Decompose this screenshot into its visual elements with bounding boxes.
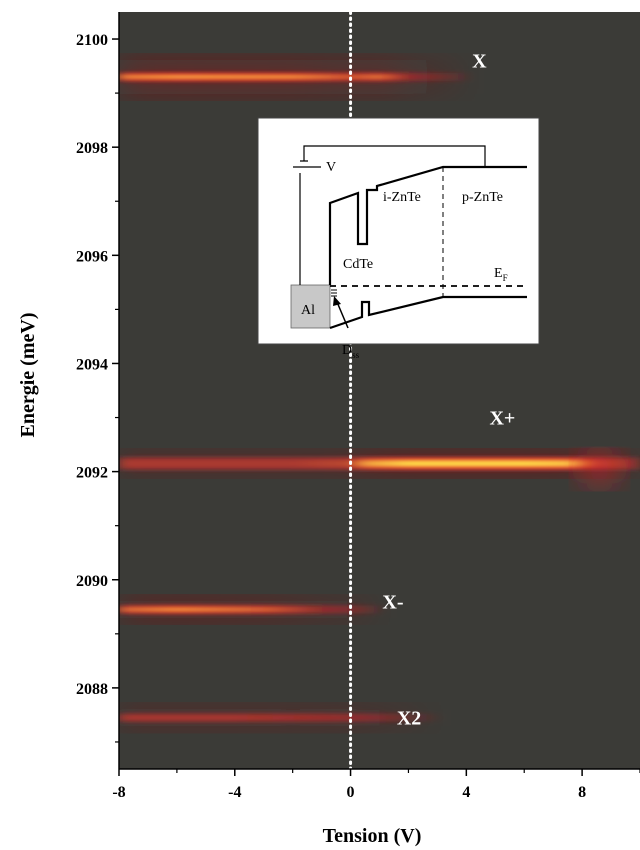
y-tick-label: 2100	[76, 32, 108, 49]
label-ef: EF	[494, 266, 508, 283]
x-tick-label: 8	[578, 784, 586, 801]
x-tick-label: 4	[462, 784, 470, 801]
label-dss-subscript: ss	[352, 350, 360, 360]
x-axis-title: Tension (V)	[323, 825, 422, 847]
x-tick-label: -4	[228, 784, 241, 801]
label-dss: Dss	[342, 343, 360, 360]
label-ef-main: E	[494, 266, 503, 281]
label-i-znte: i-ZnTe	[383, 190, 421, 205]
band-diagram-inset: Al V i-ZnTe p-ZnTe CdTe EF Dss	[257, 117, 540, 360]
dss-arrow	[336, 301, 349, 329]
label-x: X	[472, 51, 487, 73]
label-xminus: X-	[382, 591, 403, 613]
al-contact	[290, 284, 331, 329]
line-xminus-core	[119, 607, 380, 612]
axes: -8 -4 0 4 8 2088 2090 2092 2094 2096 2098 2100	[76, 12, 640, 801]
label-xplus: X+	[489, 408, 515, 430]
y-axis-title: Energie (meV)	[17, 313, 39, 438]
label-x2: X2	[397, 708, 421, 730]
y-tick-label: 2092	[76, 465, 108, 482]
label-p-znte: p-ZnTe	[462, 190, 503, 205]
line-labels: X X+ X- X2	[382, 51, 515, 730]
y-tick-label: 2096	[76, 248, 108, 265]
x-tick-label: 0	[347, 784, 355, 801]
y-tick-label: 2088	[76, 681, 108, 698]
line-xplus-core	[119, 459, 640, 467]
line-x2-core	[119, 715, 438, 720]
line-x-core	[119, 75, 467, 79]
emission-lines	[119, 59, 640, 729]
label-al: Al	[301, 303, 315, 318]
conduction-band	[328, 165, 527, 285]
label-dss-main: D	[342, 343, 352, 358]
y-tick-label: 2090	[76, 573, 108, 590]
label-cdte: CdTe	[343, 257, 373, 272]
dss-arrowhead	[333, 296, 341, 306]
x-tick-label: -8	[112, 784, 125, 801]
y-tick-label: 2094	[76, 356, 108, 373]
label-v: V	[326, 160, 336, 175]
label-ef-subscript: F	[503, 273, 508, 283]
y-tick-label: 2098	[76, 140, 108, 157]
circuit-wire	[293, 145, 486, 285]
line-xplus-split-blob	[577, 452, 622, 485]
